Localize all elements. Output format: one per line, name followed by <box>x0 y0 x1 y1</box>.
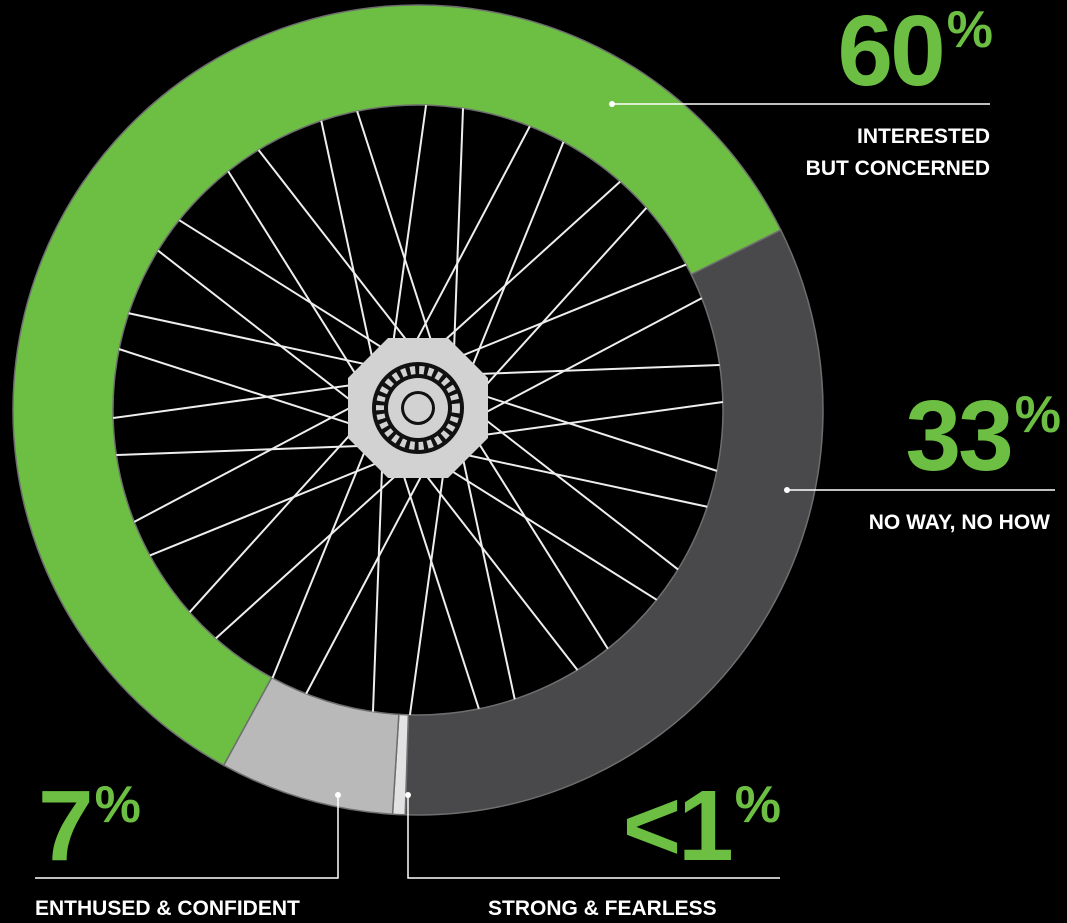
spoke <box>453 452 707 507</box>
donut-segment <box>405 230 823 815</box>
category-label: NO WAY, NO HOW <box>869 507 1050 539</box>
spoke <box>473 410 678 569</box>
spoke <box>134 400 364 521</box>
category-label: ENTHUSED & CONFIDENT <box>35 893 300 923</box>
spoke <box>306 464 427 694</box>
spoke <box>408 126 529 356</box>
leader-dot <box>405 792 411 798</box>
category-label: INTERESTED BUT CONCERNED <box>806 121 990 185</box>
spoke <box>150 458 391 556</box>
spoke <box>466 142 564 383</box>
leader-dot <box>784 487 790 493</box>
leader-dot <box>609 101 615 107</box>
spoke <box>129 313 383 368</box>
value-label: 7% <box>38 770 140 882</box>
value-label: 33% <box>906 380 1060 492</box>
infographic: 33% <1% 7% 60% NO WAY, NO HOW STRONG & FEARL… <box>0 0 1067 923</box>
value-label: 60% <box>838 0 992 107</box>
spoke <box>418 465 577 670</box>
spoke <box>158 251 363 410</box>
spoke <box>472 298 702 419</box>
hub <box>348 338 488 478</box>
spoke <box>460 445 515 699</box>
spoke <box>321 121 376 375</box>
category-label: STRONG & FEARLESS <box>488 893 717 923</box>
spoke <box>446 265 687 363</box>
leader-dot <box>335 792 341 798</box>
spoke <box>259 150 418 355</box>
value-label: <1% <box>623 770 780 882</box>
spoke <box>273 438 371 679</box>
